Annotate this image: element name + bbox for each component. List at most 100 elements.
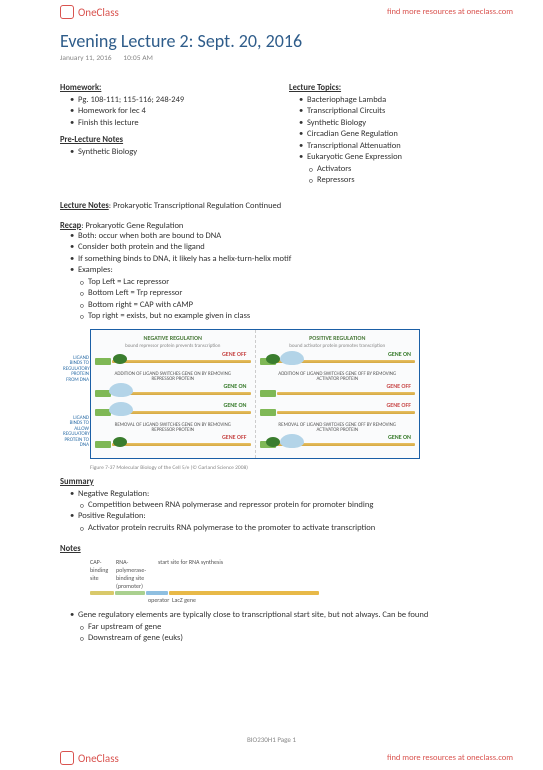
gene-row: GENE ON [260,354,416,369]
logo-icon [60,751,74,765]
list-item: Transcriptional Circuits [299,106,488,117]
state-off: GENE OFF [386,401,411,409]
cap-segment [90,591,114,595]
list-item: Consider both protein and the ligand [70,242,488,253]
promoter-icon [95,441,111,448]
rnap-label: RNA-polymerase-binding site (promoter) [116,558,156,590]
state-on: GENE ON [388,433,411,441]
list-item: Pg. 108-111; 115-116; 248-249 [70,95,259,106]
page-title: Evening Lecture 2: Sept. 20, 2016 [60,30,488,52]
homework-list: Pg. 108-111; 115-116; 248-249 Homework f… [60,95,259,129]
doc-meta: January 11, 2016 10:05 AM [60,54,488,63]
list-item: Finish this lecture [70,118,259,129]
lacz-label: LacZ gene [172,596,196,604]
repressor-icon [113,437,127,447]
gene-row: GENE OFF [95,354,251,369]
promoter-icon [260,390,276,397]
gene-row: GENE ON [95,386,251,401]
footer-bar: OneClass find more resources at oneclass… [0,746,543,770]
recap-list: Both: occur when both are bound to DNA C… [60,231,488,323]
brand-logo-footer[interactable]: OneClass [60,751,119,765]
repressor-icon [113,354,127,364]
rnap-icon [280,351,304,365]
state-off: GENE OFF [222,433,247,441]
list-item: Downstream of gene (euks) [80,633,488,644]
resources-link-top[interactable]: find more resources at oneclass.com [387,7,513,17]
list-item: Top Left = Lac repressor [80,277,488,288]
resources-link-bottom[interactable]: find more resources at oneclass.com [387,753,513,763]
summary-heading: Summary [60,477,488,487]
list-item: Gene regulatory elements are typically c… [70,610,488,621]
list-item: Transcriptional Attenuation [299,141,488,152]
header-bar: OneClass find more resources at oneclass… [0,0,543,24]
brand-logo[interactable]: OneClass [60,5,119,19]
lac-operon-diagram: CAP-binding site RNA-polymerase-binding … [90,558,320,604]
list-item: Eukaryotic Gene Expression [299,152,488,163]
regulation-diagram: LIGAND BINDS TO REGULATORY PROTEIN FROM … [90,329,420,459]
operator-label: operator [148,596,170,604]
gene-row: GENE ON [95,405,251,420]
d2-top-labels: CAP-binding site RNA-polymerase-binding … [90,558,320,590]
rnap-icon [109,383,133,397]
gene-row: GENE OFF [260,405,416,420]
homework-heading: Homework: [60,83,259,93]
prelecture-list: Synthetic Biology [60,147,259,158]
rnap-icon [109,402,133,416]
list-item: Synthetic Biology [299,118,488,129]
list-item: Activators [309,164,488,175]
logo-icon [60,5,74,19]
list-item: Competition between RNA polymerase and r… [80,500,488,511]
list-item: Bottom Left = Trp repressor [80,288,488,299]
dna-icon [112,443,251,446]
promoter-icon [95,358,111,365]
state-off: GENE OFF [222,350,247,358]
list-item: Bacteriophage Lambda [299,95,488,106]
list-item: Circadian Gene Regulation [299,129,488,140]
positive-regulation-panel: POSITIVE REGULATION bound activator prot… [256,330,420,458]
list-item: Top right = exists, but no example given… [80,311,488,322]
notes-list: Gene regulatory elements are typically c… [60,610,488,644]
lecture-notes-text: : Prokaryotic Transcriptional Regulation… [109,201,281,211]
list-item: Far upstream of gene [80,622,488,633]
lacz-segment [169,591,319,595]
topics-sublist: Activators Repressors [299,164,488,187]
list-item: Negative Regulation: [70,489,488,500]
gene-row: GENE OFF [260,386,416,401]
list-item: Repressors [309,175,488,186]
promoter-icon [260,409,276,416]
negative-regulation-panel: NEGATIVE REGULATION bound repressor prot… [91,330,256,458]
diagram-side-label-a: LIGAND BINDS TO REGULATORY PROTEIN FROM … [63,356,89,384]
list-item: Examples: [70,265,488,276]
list-item: Both: occur when both are bound to DNA [70,231,488,242]
dna-icon [277,411,416,414]
recap-sub: : Prokaryotic Gene Regulation [81,221,183,231]
dna-icon [277,392,416,395]
doc-date: January 11, 2016 [60,54,112,63]
brand-name: OneClass [78,6,119,19]
notes-heading: Notes [60,544,488,554]
cap-label: CAP-binding site [90,558,114,590]
list-item: Bottom right = CAP with cAMP [80,300,488,311]
brand-name-footer: OneClass [78,752,119,765]
rnap-segment [115,591,145,595]
diagram-caption: Figure 7-37 Molecular Biology of the Cel… [90,465,488,471]
lecture-notes-line: Lecture Notes: Prokaryotic Transcription… [60,201,488,211]
list-item: Synthetic Biology [70,147,259,158]
topics-heading: Lecture Topics: [289,83,488,93]
lecture-notes-label: Lecture Notes [60,201,109,211]
list-item: Activator protein recruits RNA polymeras… [80,523,488,534]
d2-bottom-labels: operator LacZ gene [90,596,320,604]
doc-time: 10:05 AM [123,54,153,63]
right-col: Lecture Topics: Bacteriophage Lambda Tra… [289,77,488,187]
summary-list: Negative Regulation: Competition between… [60,489,488,535]
pos-sub: bound activator protein promotes transcr… [260,343,416,349]
recap-heading: Recap [60,221,81,231]
operator-segment [146,591,168,595]
list-item: Homework for lec 4 [70,106,259,117]
prelecture-heading: Pre-Lecture Notes [60,135,259,145]
state-off: GENE OFF [386,382,411,390]
d2-bar [90,591,320,595]
page-number: BIO230H1 Page 1 [0,735,543,744]
list-item: If something binds to DNA, it likely has… [70,254,488,265]
activator-icon [266,437,280,447]
